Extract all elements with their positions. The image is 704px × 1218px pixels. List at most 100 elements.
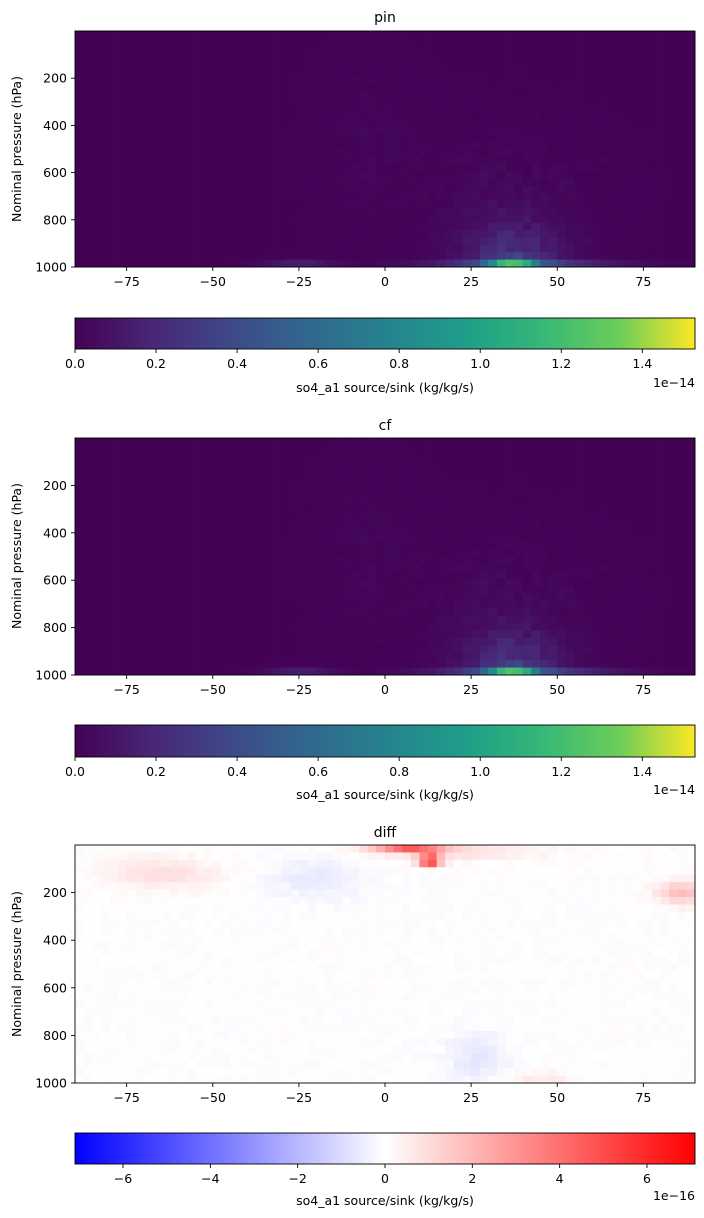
heatmap-cell bbox=[376, 126, 386, 135]
heatmap-cell bbox=[118, 934, 128, 943]
heatmap-cell bbox=[118, 512, 128, 520]
heatmap-cell bbox=[143, 549, 153, 557]
heatmap-cell bbox=[367, 141, 377, 150]
heatmap-cell bbox=[290, 185, 300, 194]
heatmap-cell bbox=[75, 112, 85, 120]
heatmap-cell bbox=[247, 475, 257, 483]
heatmap-cell bbox=[307, 526, 317, 535]
heatmap-cell bbox=[290, 178, 300, 187]
heatmap-cell bbox=[445, 112, 455, 120]
heatmap-cell bbox=[591, 156, 601, 165]
heatmap-cell bbox=[385, 556, 395, 565]
heatmap-cell bbox=[376, 652, 386, 661]
heatmap-cell bbox=[118, 1053, 128, 1062]
heatmap-cell bbox=[290, 104, 300, 113]
heatmap-cell bbox=[583, 645, 593, 654]
heatmap-cell bbox=[350, 75, 360, 84]
heatmap-cell bbox=[617, 460, 627, 469]
heatmap-cell bbox=[126, 956, 136, 965]
heatmap-cell bbox=[634, 178, 644, 187]
heatmap-cell bbox=[505, 526, 515, 535]
heatmap-cell bbox=[479, 178, 489, 187]
heatmap-cell bbox=[316, 504, 326, 513]
heatmap-cell bbox=[540, 489, 550, 498]
heatmap-cell bbox=[677, 475, 687, 483]
heatmap-cell bbox=[333, 438, 343, 446]
heatmap-cell bbox=[479, 171, 489, 179]
heatmap-cell bbox=[152, 637, 162, 646]
heatmap-cell bbox=[273, 230, 283, 238]
heatmap-cell bbox=[204, 178, 214, 187]
heatmap-cell bbox=[350, 608, 360, 617]
heatmap-cell bbox=[505, 97, 515, 106]
heatmap-cell bbox=[100, 445, 110, 454]
heatmap-cell bbox=[410, 578, 420, 587]
heatmap-cell bbox=[376, 193, 386, 202]
heatmap-cell bbox=[126, 163, 136, 172]
heatmap-cell bbox=[574, 230, 584, 238]
heatmap-cell bbox=[204, 578, 214, 587]
heatmap-cell bbox=[178, 75, 188, 84]
heatmap-cell bbox=[341, 475, 351, 483]
heatmap-cell bbox=[626, 97, 636, 106]
heatmap-cell bbox=[496, 460, 506, 469]
heatmap-cell bbox=[393, 563, 403, 572]
heatmap-cell bbox=[273, 623, 283, 631]
heatmap-cell bbox=[75, 512, 85, 520]
heatmap-cell bbox=[505, 38, 515, 47]
heatmap-cell bbox=[643, 208, 653, 216]
heatmap-cell bbox=[359, 97, 369, 106]
heatmap-cell bbox=[178, 104, 188, 113]
heatmap-cell bbox=[359, 563, 369, 572]
heatmap-cell bbox=[109, 126, 119, 135]
heatmap-cell bbox=[634, 482, 644, 491]
heatmap-cell bbox=[186, 200, 196, 209]
heatmap-cell bbox=[135, 104, 145, 113]
heatmap-cell bbox=[626, 215, 636, 224]
heatmap-cell bbox=[247, 53, 257, 61]
heatmap-cell bbox=[298, 149, 308, 157]
heatmap-cell bbox=[462, 556, 472, 565]
heatmap-cell bbox=[359, 467, 369, 476]
heatmap-cell bbox=[591, 244, 601, 253]
heatmap-cell bbox=[143, 586, 153, 594]
heatmap-cell bbox=[419, 156, 429, 165]
heatmap-cell bbox=[574, 67, 584, 76]
heatmap-cell bbox=[75, 652, 85, 661]
heatmap-cell bbox=[307, 45, 317, 54]
heatmap-cell bbox=[453, 534, 463, 543]
heatmap-cell bbox=[100, 519, 110, 528]
heatmap-cell bbox=[669, 593, 679, 602]
heatmap-cell bbox=[255, 119, 265, 128]
heatmap-cell bbox=[92, 438, 102, 446]
heatmap-cell bbox=[634, 645, 644, 654]
heatmap-cell bbox=[651, 75, 661, 84]
heatmap-cell bbox=[419, 193, 429, 202]
heatmap-cell bbox=[212, 97, 222, 106]
heatmap-cell bbox=[634, 230, 644, 238]
x-tick-label: 50 bbox=[549, 274, 565, 289]
heatmap-cell bbox=[660, 563, 670, 572]
heatmap-cell bbox=[643, 200, 653, 209]
heatmap-cell bbox=[540, 215, 550, 224]
heatmap-cell bbox=[453, 452, 463, 461]
heatmap-cell bbox=[126, 460, 136, 469]
heatmap-cell bbox=[264, 504, 274, 513]
heatmap-cell bbox=[514, 489, 524, 498]
heatmap-cell bbox=[385, 163, 395, 172]
heatmap-cell bbox=[212, 38, 222, 47]
heatmap-cell bbox=[514, 193, 524, 202]
heatmap-cell bbox=[488, 652, 498, 661]
heatmap-cell bbox=[92, 586, 102, 594]
heatmap-cell bbox=[135, 1023, 145, 1032]
heatmap-cell bbox=[600, 193, 610, 202]
heatmap-cell bbox=[385, 497, 395, 506]
heatmap-cell bbox=[75, 949, 85, 957]
heatmap-cell bbox=[350, 252, 360, 261]
heatmap-cell bbox=[247, 215, 257, 224]
heatmap-cell bbox=[247, 445, 257, 454]
heatmap-cell bbox=[686, 497, 696, 506]
heatmap-cell bbox=[540, 45, 550, 54]
heatmap-cell bbox=[531, 178, 541, 187]
heatmap-cell bbox=[92, 993, 102, 1002]
